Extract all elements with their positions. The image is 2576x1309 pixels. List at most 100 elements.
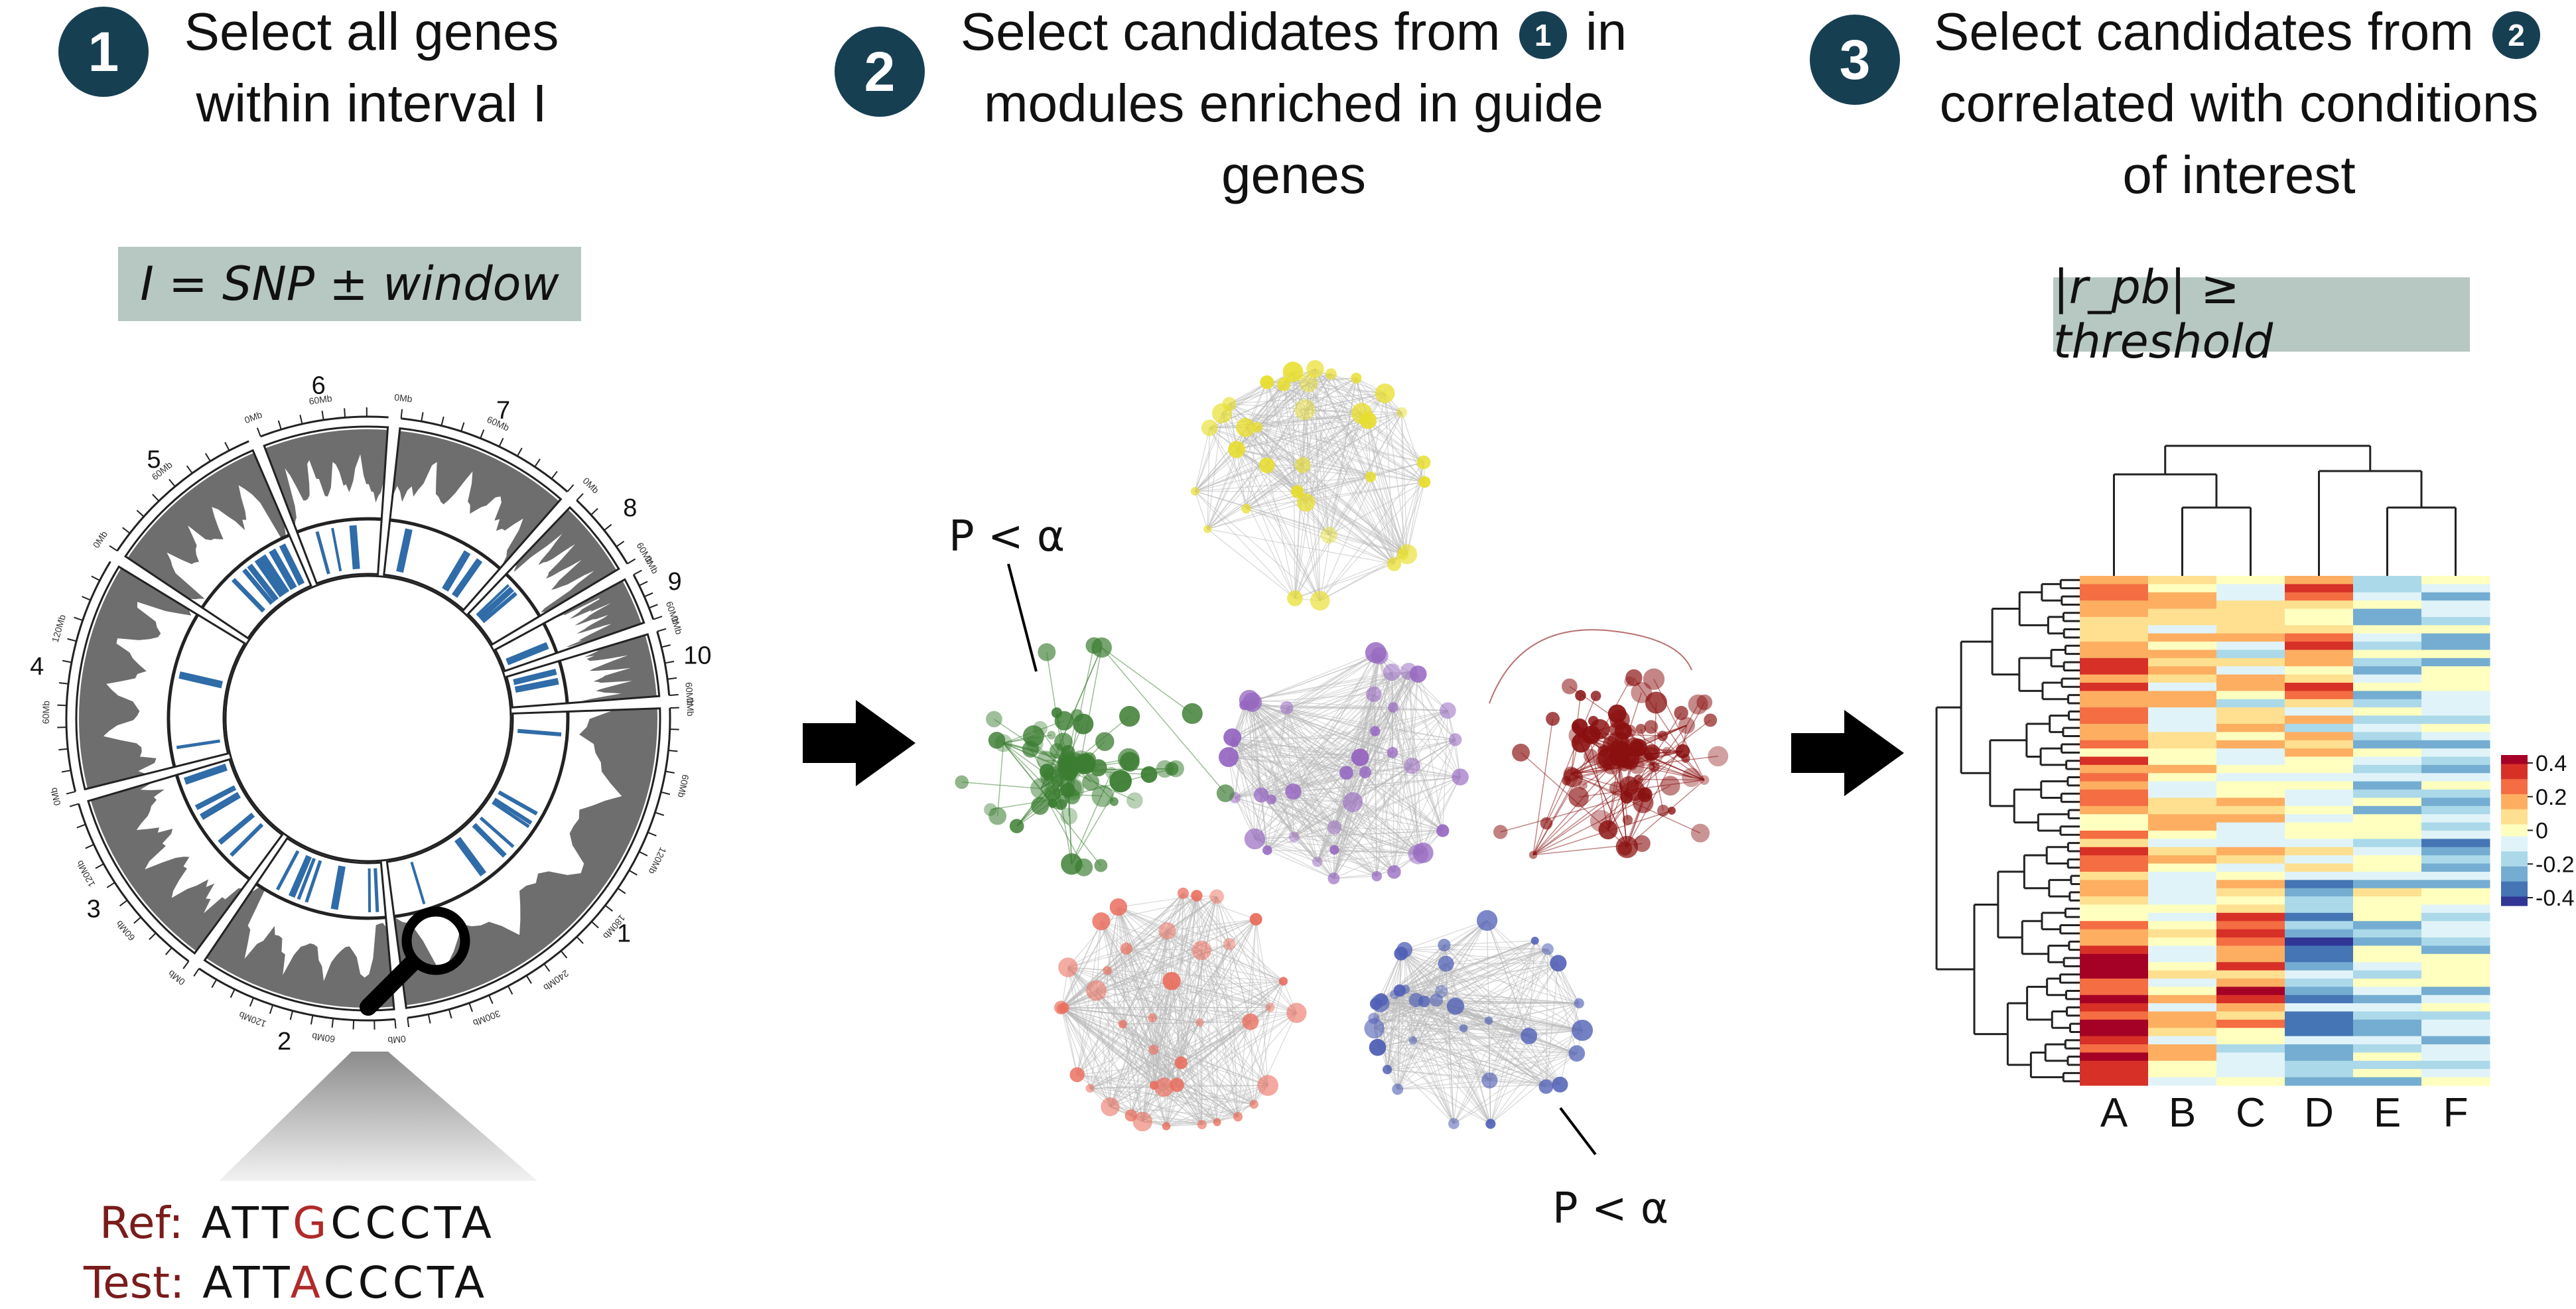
- axis-tick: [617, 888, 626, 894]
- heatmap-cell: [2148, 929, 2217, 938]
- heatmap-cell: [2216, 1077, 2285, 1086]
- network-node: [1481, 1072, 1498, 1089]
- network-edge: [1397, 1084, 1560, 1090]
- network-node: [1286, 1002, 1307, 1023]
- axis-tick: [204, 452, 211, 462]
- network-edge: [1392, 739, 1456, 753]
- network-edge: [1302, 378, 1357, 466]
- network-edge: [1391, 672, 1413, 766]
- network-node: [1051, 780, 1065, 793]
- axis-tick: [468, 1002, 473, 1012]
- heatmap-column-label: E: [2374, 1090, 2401, 1136]
- network-edge: [1374, 1020, 1489, 1029]
- network-edge: [1333, 830, 1443, 879]
- network-edge: [1385, 393, 1425, 482]
- heatmap-cell: [2421, 814, 2490, 823]
- network-edge: [1333, 673, 1419, 851]
- zoom-cone: [219, 1052, 537, 1181]
- network-node: [1306, 360, 1324, 378]
- network-edge: [1373, 991, 1442, 1019]
- heatmap-cell: [2216, 666, 2285, 675]
- network-edge: [1304, 393, 1385, 411]
- axis-tick: [289, 1010, 294, 1020]
- heatmap-cell: [2216, 748, 2285, 758]
- heatmap-cell: [2285, 805, 2354, 815]
- heatmap-cell: [2353, 1069, 2422, 1078]
- step-2-title-post: in: [1585, 2, 1627, 61]
- gene-marker: [454, 837, 487, 876]
- network-edge: [1266, 739, 1456, 851]
- heatmap-cell: [2353, 707, 2422, 717]
- network-edge: [1167, 930, 1270, 1008]
- heatmap-cell: [2285, 633, 2354, 642]
- network-edge: [1392, 707, 1424, 853]
- legend-swatch: [2501, 878, 2528, 882]
- heatmap-cell: [2285, 773, 2354, 782]
- heatmap-column-label: F: [2443, 1090, 2469, 1136]
- heatmap-cell: [2148, 674, 2217, 683]
- heatmap-cell: [2353, 764, 2422, 774]
- network-edge: [1195, 464, 1267, 492]
- axis-tick: [567, 484, 575, 492]
- network-edge: [1199, 1022, 1268, 1086]
- network-edge: [1236, 382, 1309, 450]
- heatmap-cell: [2421, 732, 2490, 741]
- network-edge: [1330, 374, 1424, 463]
- heatmap-cell: [2080, 723, 2149, 732]
- network-edge: [1334, 849, 1418, 855]
- network-edge: [1063, 1007, 1165, 1088]
- network-edge: [1394, 994, 1464, 1029]
- heatmap-cell: [2080, 1052, 2149, 1062]
- heatmap-cell: [2285, 642, 2354, 650]
- network-edge: [1254, 752, 1393, 839]
- gene-marker: [410, 861, 426, 905]
- heatmap-cell: [2216, 732, 2285, 741]
- network-node: [1050, 743, 1065, 758]
- network-node: [1203, 525, 1212, 533]
- axis-tick: [657, 628, 667, 632]
- network-edge: [1244, 705, 1394, 708]
- network-node: [1288, 831, 1300, 843]
- network-edge: [1294, 836, 1418, 855]
- heatmap-cell: [2353, 929, 2422, 938]
- heatmap-cell: [2353, 691, 2422, 700]
- network-edge: [1404, 940, 1535, 990]
- step-3-title-line1: Select candidates from 2: [1904, 0, 2574, 68]
- network-node: [1387, 557, 1402, 571]
- network-edge: [1377, 1047, 1546, 1087]
- chromosome-sector-10: [559, 633, 661, 705]
- heatmap-cell: [2421, 1069, 2490, 1078]
- network-node: [1233, 1112, 1243, 1122]
- network-edge: [1380, 1002, 1464, 1029]
- network-edge: [1236, 413, 1362, 450]
- heatmap-cell: [2285, 657, 2354, 667]
- ref-sequence: Ref: ATTGCCCTA: [100, 1198, 496, 1249]
- network-edge: [1244, 652, 1377, 706]
- network-edge: [1236, 420, 1369, 450]
- network-node: [1085, 637, 1103, 654]
- test-label: Test:: [84, 1257, 185, 1308]
- heatmap-cell: [2216, 740, 2285, 749]
- network-edge: [996, 743, 1004, 817]
- axis-tick: [534, 458, 541, 468]
- chromosome-sector-6: [263, 425, 389, 533]
- heatmap-cell: [2148, 814, 2217, 823]
- heatmap-cell: [2353, 748, 2422, 758]
- axis-tick: [277, 420, 282, 430]
- network-edge: [1302, 464, 1404, 555]
- gene-marker: [178, 671, 224, 689]
- heatmap-cell: [2421, 962, 2490, 971]
- network-node: [1266, 794, 1276, 805]
- network-edge: [1317, 801, 1353, 862]
- network-node: [1643, 668, 1665, 690]
- heatmap-cell: [2285, 600, 2354, 610]
- gene-marker: [330, 865, 346, 910]
- network-node: [1182, 703, 1203, 724]
- heatmap-cell: [2148, 831, 2217, 839]
- legend-swatch: [2501, 884, 2528, 888]
- network-node: [1148, 1013, 1157, 1023]
- heatmap-cell: [2148, 608, 2217, 618]
- heatmap-cell: [2216, 871, 2285, 880]
- network-edge: [1257, 427, 1371, 478]
- network-edge: [1126, 948, 1153, 1018]
